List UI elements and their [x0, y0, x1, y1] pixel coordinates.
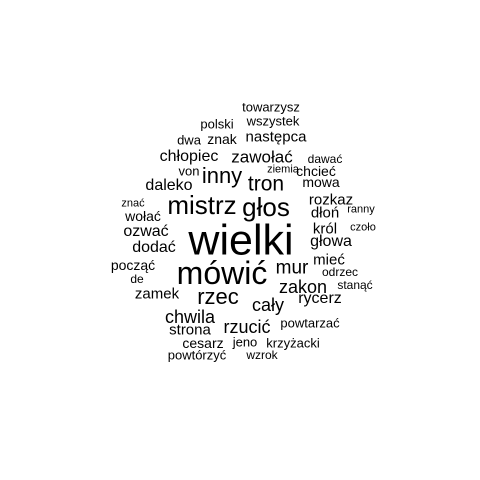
word: cały	[251, 295, 285, 315]
word: znak	[207, 131, 237, 147]
word: rzucić	[223, 317, 271, 337]
word: inny	[201, 163, 243, 188]
word: wielki	[188, 216, 294, 265]
word: de	[130, 272, 144, 286]
word: wzrok	[246, 348, 278, 362]
word: chcieć	[296, 163, 336, 179]
word: von	[178, 163, 200, 179]
word: towarzysz	[242, 99, 300, 115]
word: ranny	[347, 203, 375, 216]
word: zamek	[134, 285, 180, 303]
word: głos	[242, 192, 290, 222]
word: król	[312, 220, 338, 238]
word: powtórzyć	[167, 347, 227, 363]
word: dwa	[177, 132, 201, 148]
word: chłopiec	[159, 148, 219, 165]
word: rycerz	[298, 290, 342, 307]
word: polski	[200, 116, 234, 132]
word: zakon	[278, 277, 328, 297]
word: chwila	[164, 307, 216, 327]
word: mieć	[313, 251, 345, 269]
word: stanąć	[337, 278, 373, 292]
word: wołać	[125, 208, 161, 224]
word: dłoń	[310, 204, 340, 222]
word: wszystek	[246, 113, 300, 129]
word: dawać	[307, 152, 343, 166]
word: ozwać	[123, 223, 169, 240]
word: rzec	[197, 284, 239, 309]
word: odrzec	[321, 265, 359, 279]
word: krzyżacki	[266, 335, 320, 351]
word: głowa	[310, 233, 352, 250]
word: znać	[121, 197, 145, 210]
word: począć	[110, 257, 156, 273]
word: mówić	[176, 255, 268, 291]
word: dodać	[132, 239, 176, 256]
word: powtarzać	[280, 315, 340, 331]
word: ziemia	[267, 163, 299, 176]
word: mur	[275, 257, 309, 279]
word: daleko	[145, 177, 193, 194]
word: następca	[245, 128, 307, 146]
word: tron	[247, 172, 285, 196]
word: mowa	[302, 174, 340, 190]
word: mistrz	[167, 190, 237, 220]
word: cesarz	[182, 335, 224, 351]
word: strona	[169, 321, 211, 339]
word: jeno	[232, 334, 258, 350]
word: rozkaz	[308, 191, 354, 209]
word: czoło	[350, 221, 376, 234]
word: zawołać	[231, 147, 293, 167]
